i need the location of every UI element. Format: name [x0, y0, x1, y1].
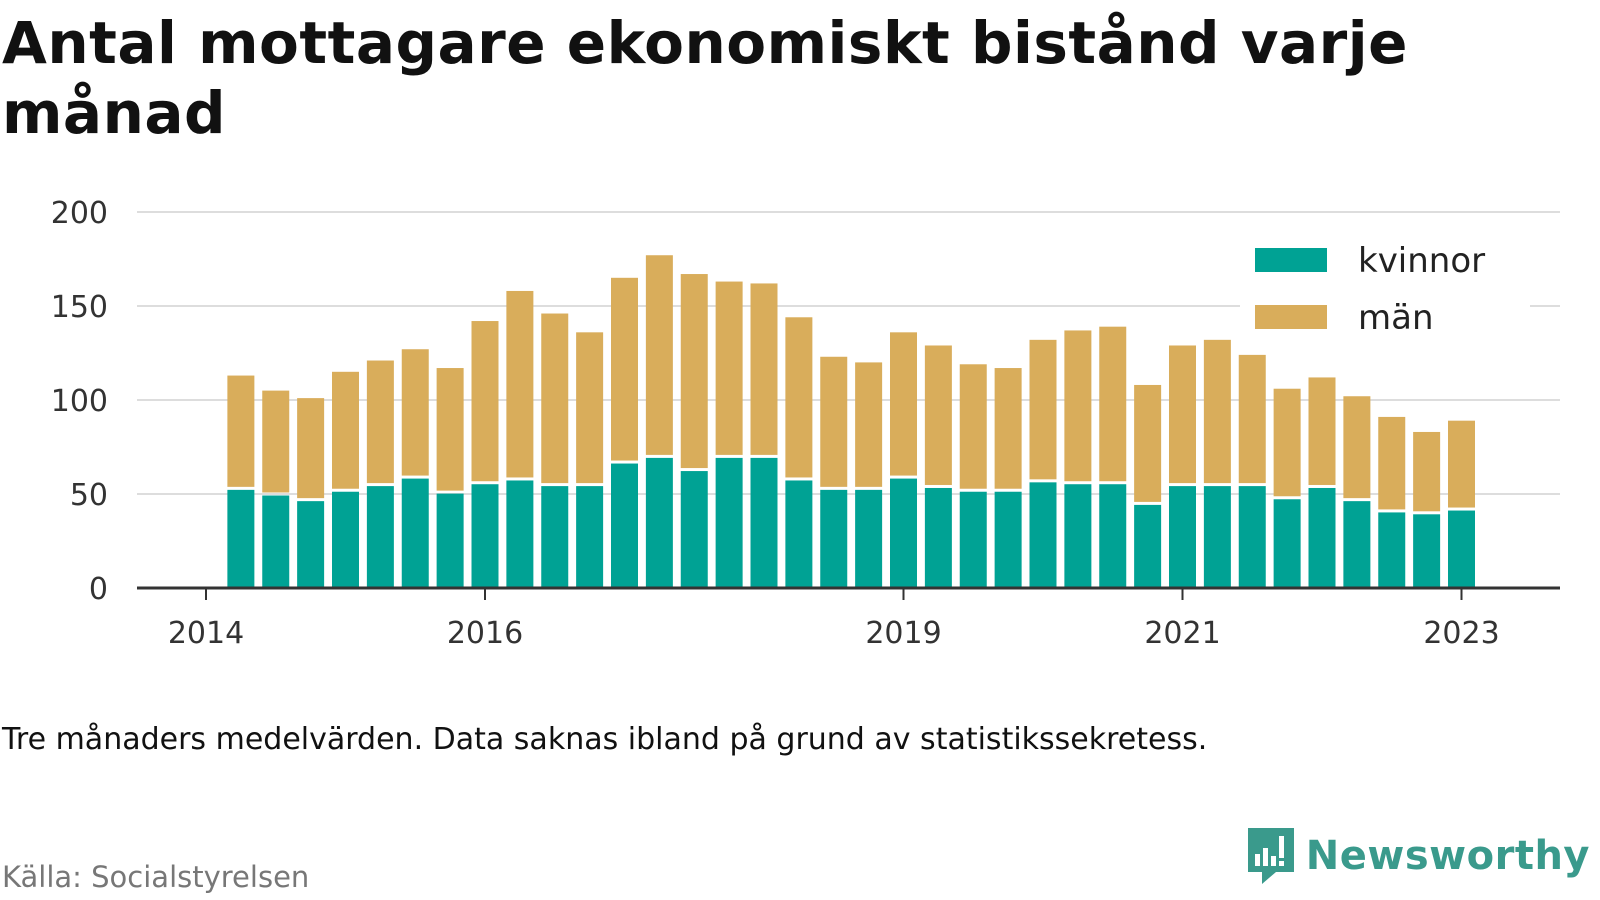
bar-män	[890, 332, 917, 476]
x-tick-label: 2016	[447, 616, 523, 651]
bar-män	[959, 364, 987, 489]
bar-kvinnor	[1378, 512, 1406, 588]
bar-kvinnor	[611, 463, 638, 588]
bar-kvinnor	[855, 489, 883, 588]
bar-kvinnor	[680, 471, 708, 588]
bar-män	[924, 345, 952, 485]
bar-män	[611, 277, 638, 461]
y-tick-label: 100	[51, 384, 108, 419]
bar-män	[1203, 339, 1231, 484]
bar-kvinnor	[924, 487, 952, 588]
bar-kvinnor	[994, 491, 1022, 588]
bar-män	[645, 255, 673, 455]
bar-män	[1448, 420, 1475, 508]
bar-kvinnor	[332, 491, 359, 588]
brand-name: Newsworthy	[1305, 833, 1590, 879]
bar-kvinnor	[959, 491, 987, 588]
bar-kvinnor	[785, 480, 813, 588]
legend-swatch-män	[1255, 305, 1327, 329]
bar-kvinnor	[645, 457, 673, 588]
bar-kvinnor	[1238, 486, 1266, 588]
bar-män	[750, 283, 778, 455]
bar-kvinnor	[227, 489, 255, 588]
bar-män	[1064, 330, 1092, 482]
x-tick-label: 2021	[1144, 616, 1220, 651]
bar-män	[332, 371, 359, 489]
bar-män	[820, 356, 848, 487]
bar-män	[1134, 384, 1162, 502]
bar-kvinnor	[576, 486, 604, 588]
bar-kvinnor	[820, 489, 848, 588]
y-axis-ticks: 0 50 100 150 200	[51, 196, 108, 607]
bar-kvinnor	[1343, 501, 1371, 588]
y-tick-label: 150	[51, 290, 108, 325]
bar-män	[541, 313, 569, 484]
bar-män	[1378, 416, 1406, 510]
bar-män	[1169, 345, 1196, 484]
bar-män	[994, 368, 1022, 489]
y-tick-label: 0	[89, 572, 108, 607]
bar-män	[1413, 431, 1441, 512]
bar-kvinnor	[297, 501, 325, 588]
bar-män	[785, 317, 813, 478]
bar-män	[227, 375, 255, 487]
legend-swatch-kvinnor	[1255, 248, 1327, 272]
bar-män	[506, 290, 534, 478]
newsworthy-logo-icon	[1247, 828, 1294, 884]
bar-kvinnor	[1413, 514, 1441, 588]
bar-män	[297, 398, 325, 499]
bar-kvinnor	[401, 478, 429, 588]
bar-kvinnor	[262, 495, 290, 588]
legend: kvinnor män	[1240, 230, 1530, 350]
bar-kvinnor	[1448, 510, 1475, 588]
bar-kvinnor	[1203, 486, 1231, 588]
bar-män	[1273, 388, 1301, 497]
bar-män	[1238, 354, 1266, 484]
bar-kvinnor	[1099, 484, 1127, 588]
bar-män	[1308, 377, 1336, 485]
bar-kvinnor	[1029, 482, 1057, 588]
bar-kvinnor	[1169, 486, 1196, 588]
bar-kvinnor	[715, 457, 743, 588]
legend-label-kvinnor: kvinnor	[1358, 241, 1485, 281]
x-tick-label: 2014	[168, 616, 244, 651]
bar-kvinnor	[1064, 484, 1092, 588]
source-label: Källa: Socialstyrelsen	[2, 860, 310, 894]
y-tick-label: 50	[70, 478, 108, 513]
bar-män	[680, 274, 708, 469]
chart-note: Tre månaders medelvärden. Data saknas ib…	[2, 722, 1208, 757]
legend-label-män: män	[1358, 298, 1434, 338]
bar-män	[1029, 339, 1057, 480]
bar-män	[576, 332, 604, 484]
bar-kvinnor	[750, 457, 778, 588]
bar-kvinnor	[1308, 487, 1336, 588]
bar-kvinnor	[1273, 499, 1301, 588]
bar-män	[366, 360, 394, 484]
bar-kvinnor	[890, 478, 917, 588]
bar-män	[855, 362, 883, 487]
chart-title: Antal mottagare ekonomiskt bistånd varje…	[2, 9, 1408, 147]
bar-män	[1343, 396, 1371, 499]
bars	[227, 255, 1475, 588]
brand[interactable]: Newsworthy	[1246, 826, 1590, 886]
bar-män	[262, 390, 290, 493]
bar-män	[1099, 326, 1127, 482]
bar-kvinnor	[471, 484, 499, 588]
x-tick-label: 2019	[865, 616, 941, 651]
bar-män	[436, 368, 464, 491]
bar-män	[401, 349, 429, 476]
bar-kvinnor	[436, 493, 464, 588]
bar-män	[471, 321, 499, 482]
x-axis: 2014 2016 2019 2021 2023	[137, 586, 1560, 651]
bar-kvinnor	[1134, 504, 1162, 588]
x-tick-label: 2023	[1423, 616, 1499, 651]
bar-kvinnor	[366, 486, 394, 588]
bar-kvinnor	[541, 486, 569, 588]
y-tick-label: 200	[51, 196, 108, 231]
bar-män	[715, 281, 743, 455]
bar-kvinnor	[506, 480, 534, 588]
stacked-bar-chart: 0 50 100 150 200 2014 2016 2019 2021 2023 kvinno…	[51, 196, 1560, 651]
